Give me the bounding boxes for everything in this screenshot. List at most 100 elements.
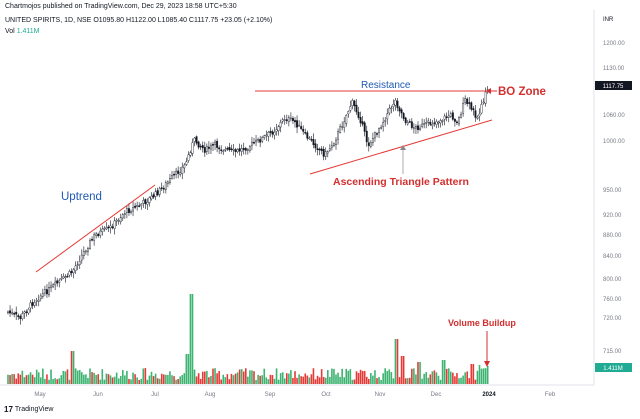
candle-body xyxy=(33,302,36,306)
volume-bar xyxy=(109,375,112,384)
candle-body xyxy=(435,121,438,125)
candle-body xyxy=(318,148,321,151)
volume-bar xyxy=(318,377,321,384)
volume-bar xyxy=(296,377,298,384)
candle-body xyxy=(246,149,249,151)
candle-body xyxy=(70,271,73,274)
volume-bar xyxy=(382,373,384,384)
volume-bar xyxy=(343,377,345,384)
volume-bar xyxy=(406,378,409,384)
volume-bar xyxy=(152,376,155,384)
volume-bar xyxy=(117,378,120,384)
volume-bar xyxy=(415,374,417,384)
volume-bar xyxy=(115,372,118,384)
candle-body xyxy=(134,205,137,208)
volume-bar xyxy=(439,379,442,384)
candle-body xyxy=(113,220,116,229)
volume-bar xyxy=(392,378,395,384)
volume-bar xyxy=(193,369,196,384)
volume-bar xyxy=(386,370,389,384)
candle-body xyxy=(168,178,171,183)
volume-bar xyxy=(113,376,116,384)
volume-bar xyxy=(242,371,245,384)
candle-body xyxy=(287,117,290,123)
price-axis-label: 920.00 xyxy=(603,213,622,219)
candle-body xyxy=(220,149,223,151)
candle-body xyxy=(472,108,475,111)
candles xyxy=(7,86,489,325)
ohlc-values: O1095.80 H1122.00 L1085.40 C1117.75 +23.… xyxy=(93,17,273,24)
volume-bar xyxy=(158,378,161,384)
volume-bar xyxy=(419,362,421,384)
candle-body xyxy=(11,312,14,315)
candle-body xyxy=(232,148,235,151)
candle-body xyxy=(425,122,428,124)
candle-body xyxy=(62,276,65,279)
candle-body xyxy=(304,131,307,134)
candle-body xyxy=(15,311,18,315)
volume-bar xyxy=(25,375,28,384)
volume-bar xyxy=(179,376,181,384)
volume-bar xyxy=(450,371,452,384)
volume-bar xyxy=(56,379,58,384)
candle-body xyxy=(292,118,294,121)
volume-bar xyxy=(146,379,149,384)
candle-body xyxy=(255,139,258,143)
candle-body xyxy=(146,201,149,205)
volume-bar xyxy=(195,376,198,384)
time-axis-label: Jun xyxy=(93,392,103,398)
candle-body xyxy=(302,128,305,132)
candle-body xyxy=(357,111,360,118)
price-axis-label: 880.00 xyxy=(603,233,622,239)
candle-body xyxy=(355,104,358,113)
volume-bar xyxy=(347,370,350,384)
candle-body xyxy=(50,285,52,289)
volume-bar xyxy=(17,373,20,384)
candle-body xyxy=(345,114,348,124)
candle-body xyxy=(468,102,471,104)
candle-body xyxy=(234,149,237,152)
volume-bar xyxy=(271,375,274,384)
volume-bar xyxy=(388,369,391,384)
volume-bar xyxy=(148,375,151,384)
candle-body xyxy=(271,131,274,135)
candle-body xyxy=(437,121,440,124)
time-axis-label: 2024 xyxy=(482,392,496,398)
volume-bar xyxy=(150,371,153,384)
candle-body xyxy=(48,287,50,296)
volume-bar xyxy=(368,378,370,384)
candle-body xyxy=(216,140,219,148)
volume-bar xyxy=(341,368,343,384)
candle-body xyxy=(242,147,245,151)
candle-body xyxy=(82,251,85,257)
volume-bar xyxy=(314,379,317,384)
volume-bar xyxy=(226,374,229,384)
volume-bar xyxy=(312,368,315,384)
candle-body xyxy=(93,234,96,241)
volume-bar xyxy=(134,374,136,384)
volume-bar xyxy=(29,372,32,384)
last-volume-tag-bg xyxy=(595,363,632,372)
candle-body xyxy=(185,161,188,165)
time-axis-label: May xyxy=(34,392,45,398)
candle-body xyxy=(341,126,344,128)
candle-body xyxy=(281,119,284,122)
symbol-name[interactable]: UNITED SPIRITS, 1D, NSE xyxy=(5,17,92,24)
candle-body xyxy=(46,289,48,295)
candle-body xyxy=(353,100,356,107)
volume-bar xyxy=(177,378,179,384)
candle-body xyxy=(181,166,184,175)
volume-bar xyxy=(265,377,268,384)
tradingview-logo[interactable]: 17 TradingView xyxy=(4,405,53,414)
candle-body xyxy=(175,170,178,175)
volume-bar xyxy=(154,373,157,384)
volume-bar xyxy=(78,370,81,384)
candle-body xyxy=(478,113,481,117)
volume-bar xyxy=(236,372,239,384)
candle-body xyxy=(224,149,227,151)
volume-bar xyxy=(316,375,319,384)
volume-bar xyxy=(187,354,190,384)
volume-bar xyxy=(62,370,65,384)
candle-body xyxy=(41,293,44,297)
